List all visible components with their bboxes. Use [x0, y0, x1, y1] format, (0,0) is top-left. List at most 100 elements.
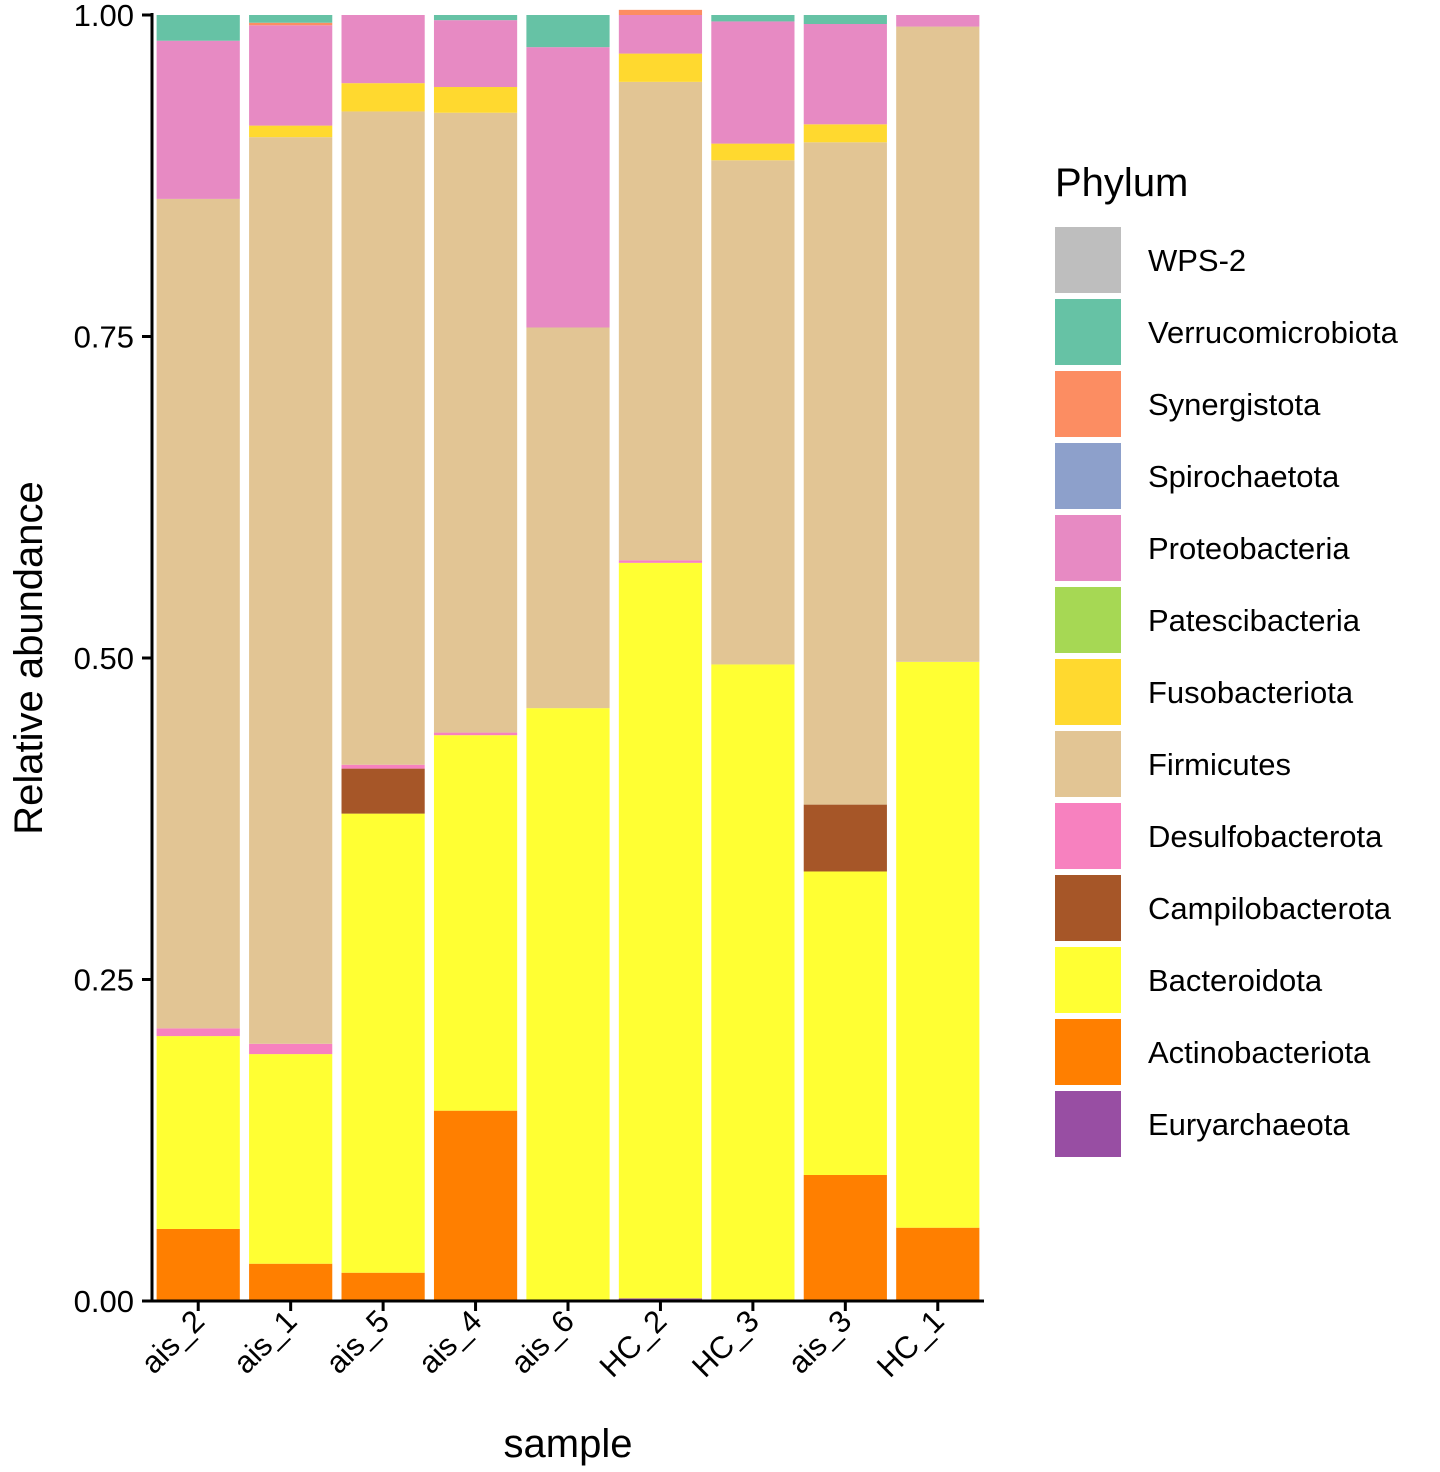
- bar-segment-actinobacteriota-ais_3: [803, 1174, 887, 1301]
- bar-segment-proteobacteria-hc_1: [896, 15, 980, 27]
- legend-key-wps-2: [1055, 227, 1121, 293]
- x-tick-label: ais_4: [411, 1303, 488, 1380]
- bar-segment-fusobacteriota-hc_2: [618, 53, 703, 82]
- legend-label: Desulfobacterota: [1148, 819, 1383, 854]
- bar-segment-synergistota-ais_1: [249, 22, 333, 26]
- legend-key-firmicutes: [1055, 731, 1121, 797]
- bar-segment-campilobacterota-ais_5: [341, 768, 425, 814]
- bar-segment-firmicutes-ais_5: [341, 111, 425, 765]
- bar-segment-actinobacteriota-ais_4: [433, 1110, 518, 1301]
- x-tick-label: HC_3: [685, 1303, 766, 1384]
- bar-segment-bacteroidota-ais_5: [341, 813, 425, 1273]
- bar-segment-actinobacteriota-ais_1: [249, 1263, 333, 1301]
- legend-label: Actinobacteriota: [1148, 1035, 1371, 1070]
- bar-segment-firmicutes-ais_6: [526, 327, 610, 709]
- y-tick-label: 0.75: [74, 320, 134, 355]
- bar-segment-bacteroidota-hc_1: [896, 661, 980, 1228]
- bar-segment-verrucomicrobiota-ais_4: [433, 15, 518, 21]
- bar-segment-firmicutes-hc_3: [711, 160, 795, 665]
- x-tick-label: ais_6: [504, 1303, 581, 1380]
- bar-segment-bacteroidota-ais_4: [433, 735, 518, 1111]
- bar-segment-desulfobacterota-ais_1: [249, 1043, 333, 1055]
- bar-segment-desulfobacterota-ais_5: [341, 764, 425, 769]
- legend-label: Patescibacteria: [1148, 603, 1361, 638]
- y-tick-label: 1.00: [74, 0, 134, 33]
- legend-key-synergistota: [1055, 371, 1121, 437]
- bar-segment-firmicutes-ais_2: [156, 198, 240, 1029]
- bar-segment-bacteroidota-ais_3: [803, 871, 887, 1175]
- bar-segment-verrucomicrobiota-ais_2: [156, 15, 240, 41]
- bar-segment-actinobacteriota-hc_1: [896, 1227, 980, 1301]
- bar-segment-verrucomicrobiota-hc_3: [711, 15, 795, 22]
- legend-label: Campilobacterota: [1148, 891, 1392, 926]
- legend-key-verrucomicrobiota: [1055, 299, 1121, 365]
- legend-key-spirochaetota: [1055, 443, 1121, 509]
- legend-label: Spirochaetota: [1148, 459, 1340, 494]
- bar-segment-firmicutes-ais_4: [433, 112, 518, 733]
- bar-segment-proteobacteria-hc_3: [711, 21, 795, 144]
- bar-segment-firmicutes-ais_1: [249, 137, 333, 1044]
- bar-segment-verrucomicrobiota-ais_6: [526, 15, 610, 48]
- legend-key-actinobacteriota: [1055, 1019, 1121, 1085]
- bar-segment-bacteroidota-hc_3: [711, 664, 795, 1301]
- x-tick-label: ais_1: [226, 1303, 303, 1380]
- y-tick-label: 0.00: [74, 1284, 134, 1319]
- legend-label: Verrucomicrobiota: [1148, 315, 1399, 350]
- y-tick-label: 0.50: [74, 641, 134, 676]
- x-tick-label: HC_1: [870, 1303, 951, 1384]
- x-axis-title: sample: [504, 1422, 633, 1466]
- legend-label: Proteobacteria: [1148, 531, 1350, 566]
- bar-segment-bacteroidota-ais_1: [249, 1054, 333, 1264]
- bars-layer: [156, 9, 980, 1301]
- x-tick-label: HC_2: [593, 1303, 674, 1384]
- bar-segment-firmicutes-hc_1: [896, 26, 980, 662]
- bar-segment-proteobacteria-ais_2: [156, 40, 240, 199]
- bar-segment-bacteroidota-hc_2: [618, 562, 703, 1299]
- legend-key-desulfobacterota: [1055, 803, 1121, 869]
- x-tick-label: ais_5: [319, 1303, 396, 1380]
- bar-segment-actinobacteriota-ais_5: [341, 1272, 425, 1301]
- bar-segment-fusobacteriota-ais_3: [803, 124, 887, 143]
- bar-segment-desulfobacterota-ais_2: [156, 1028, 240, 1037]
- bar-segment-proteobacteria-hc_2: [618, 15, 703, 54]
- bar-segment-fusobacteriota-hc_3: [711, 143, 795, 161]
- legend-label: WPS-2: [1148, 243, 1246, 278]
- legend-label: Bacteroidota: [1148, 963, 1323, 998]
- legend-key-campilobacterota: [1055, 875, 1121, 941]
- bar-segment-proteobacteria-ais_3: [803, 24, 887, 125]
- y-tick-label: 0.25: [74, 963, 134, 998]
- bar-segment-firmicutes-hc_2: [618, 81, 703, 561]
- bar-segment-bacteroidota-ais_6: [526, 708, 610, 1301]
- bar-segment-fusobacteriota-ais_1: [249, 125, 333, 138]
- bar-segment-synergistota-hc_2: [618, 9, 703, 15]
- bar-segment-bacteroidota-ais_2: [156, 1036, 240, 1229]
- legend: Phylum WPS-2 Verrucomicrobiota Synergistota…: [1055, 161, 1399, 1157]
- legend-title: Phylum: [1055, 161, 1188, 205]
- bar-segment-desulfobacterota-ais_4: [433, 732, 518, 736]
- bar-segment-firmicutes-ais_3: [803, 142, 887, 805]
- legend-label: Euryarchaeota: [1148, 1107, 1350, 1142]
- legend-label: Fusobacteriota: [1148, 675, 1354, 710]
- bar-segment-proteobacteria-ais_4: [433, 20, 518, 88]
- legend-key-patescibacteria: [1055, 587, 1121, 653]
- bar-segment-proteobacteria-ais_6: [526, 47, 610, 328]
- bar-segment-verrucomicrobiota-ais_3: [803, 15, 887, 24]
- legend-label: Firmicutes: [1148, 747, 1291, 782]
- legend-key-proteobacteria: [1055, 515, 1121, 581]
- bar-segment-campilobacterota-ais_3: [803, 804, 887, 872]
- legend-key-euryarchaeota: [1055, 1091, 1121, 1157]
- x-tick-label: ais_3: [781, 1303, 858, 1380]
- x-tick-label: ais_2: [134, 1303, 211, 1380]
- bar-segment-fusobacteriota-ais_4: [433, 87, 518, 113]
- legend-label: Synergistota: [1148, 387, 1321, 422]
- bar-segment-proteobacteria-ais_5: [341, 15, 425, 84]
- bar-segment-proteobacteria-ais_1: [249, 25, 333, 126]
- bar-segment-verrucomicrobiota-ais_1: [249, 15, 333, 23]
- bar-segment-actinobacteriota-ais_2: [156, 1228, 240, 1301]
- legend-key-fusobacteriota: [1055, 659, 1121, 725]
- legend-key-bacteroidota: [1055, 947, 1121, 1013]
- bar-segment-desulfobacterota-hc_2: [618, 560, 703, 563]
- y-axis-title: Relative abundance: [7, 481, 51, 835]
- bar-segment-fusobacteriota-ais_5: [341, 83, 425, 112]
